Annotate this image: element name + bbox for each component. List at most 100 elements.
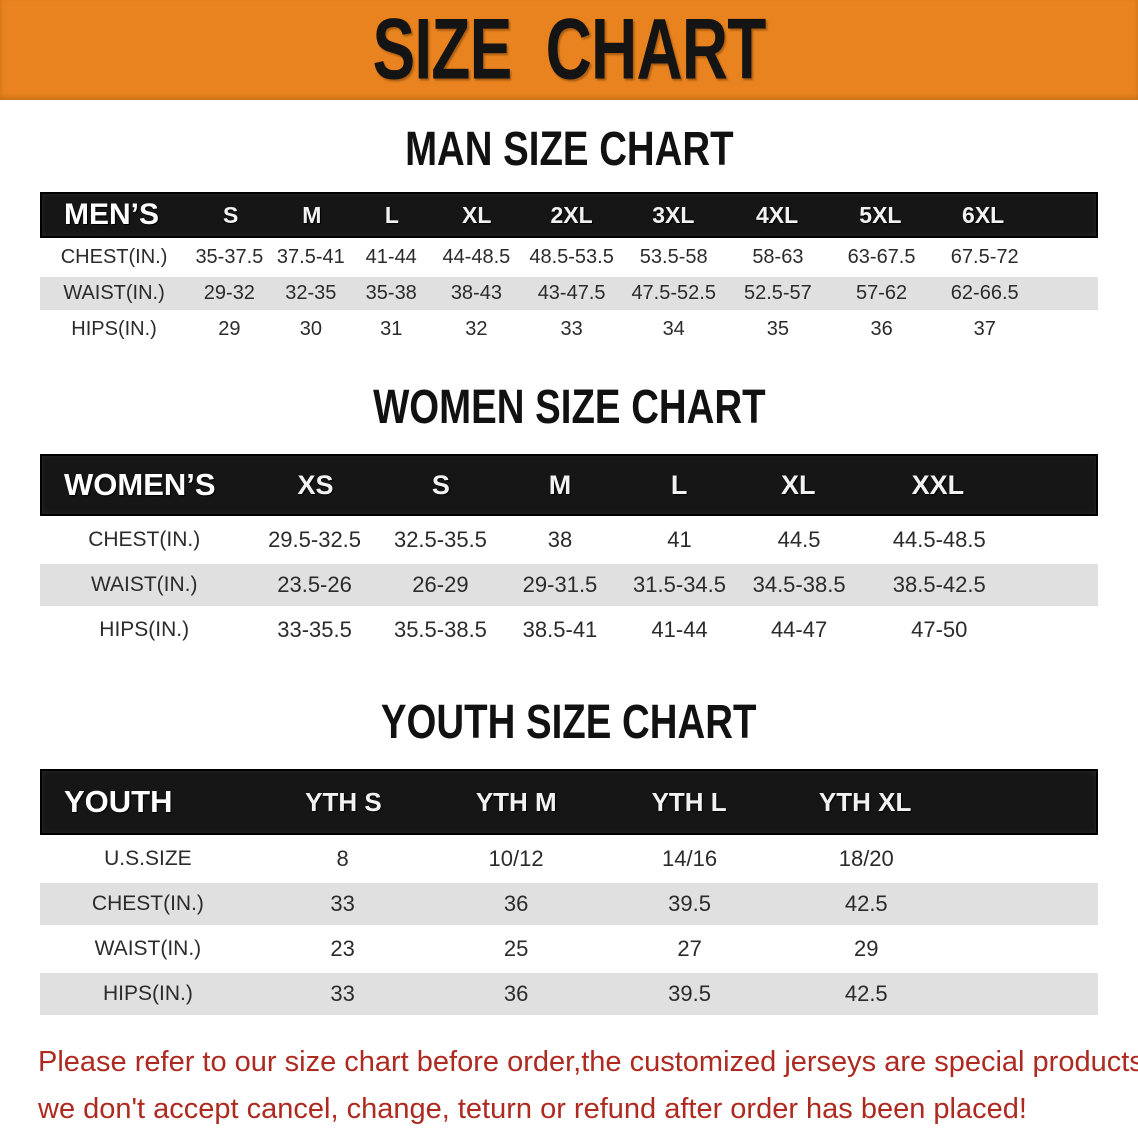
- size-value: 14/16: [662, 846, 718, 871]
- column-header: YTH M: [475, 786, 557, 817]
- youth-size-table: YOUTH YTH S YTH M YTH L YTH XL U.S.SIZE 8 10/12…: [40, 769, 1098, 1015]
- row-label: HIPS(IN.): [71, 318, 157, 340]
- column-header: 4XL: [756, 201, 799, 228]
- table-row: WAIST(IN.) 23 25 27 29: [40, 928, 1098, 970]
- size-value: 57-62: [856, 282, 908, 304]
- size-value: 8: [336, 846, 349, 871]
- men-size-table: MEN’S S M L XL 2XL 3XL 4XL 5XL 6XL CHEST(IN.) 35-37…: [40, 192, 1098, 346]
- column-header: M: [302, 201, 322, 228]
- size-value: 47-50: [911, 617, 968, 642]
- table-row: WAIST(IN.) 29-32 32-35 35-38 38-43 43-47.5 47.…: [40, 277, 1098, 310]
- column-header: YTH S: [305, 786, 382, 817]
- size-value: 38: [547, 527, 573, 552]
- size-value: 33: [330, 981, 355, 1006]
- order-notice: Please refer to our size chart before or…: [38, 1039, 1138, 1132]
- size-value: 44.5-48.5: [892, 527, 986, 552]
- column-header: 3XL: [652, 201, 695, 228]
- women-size-table: WOMEN’S XS S M L XL XXL CHEST(IN.) 29.5-32.5 32.5…: [40, 454, 1098, 651]
- size-value: 32: [465, 318, 488, 340]
- size-value: 67.5-72: [950, 246, 1019, 268]
- table-row: WAIST(IN.) 23.5-26 26-29 29-31.5 31.5-34.5 34…: [40, 564, 1098, 606]
- size-value: 27: [677, 936, 702, 961]
- table-header-row: WOMEN’S XS S M L XL XXL: [40, 454, 1098, 516]
- table-row: CHEST(IN.) 33 36 39.5 42.5: [40, 883, 1098, 925]
- size-value: 42.5: [844, 891, 888, 916]
- table-row: CHEST(IN.) 29.5-32.5 32.5-35.5 38 41 44.5 44.5…: [40, 519, 1098, 561]
- size-value: 41-44: [651, 617, 708, 642]
- column-header: YTH L: [651, 786, 727, 817]
- size-value: 33: [330, 891, 355, 916]
- size-value: 10/12: [488, 846, 544, 871]
- row-label: HIPS(IN.): [102, 982, 193, 1005]
- size-value: 63-67.5: [847, 246, 916, 268]
- size-value: 62-66.5: [950, 282, 1019, 304]
- size-value: 44.5: [777, 527, 821, 552]
- column-header: M: [548, 469, 572, 500]
- column-header: 2XL: [550, 201, 593, 228]
- table-row: HIPS(IN.) 33-35.5 35.5-38.5 38.5-41 41-44 44-…: [40, 609, 1098, 651]
- size-value: 33-35.5: [277, 617, 352, 642]
- size-value: 25: [503, 936, 529, 961]
- size-value: 35.5-38.5: [393, 617, 487, 642]
- table-header-row: YOUTH YTH S YTH M YTH L YTH XL: [40, 769, 1098, 835]
- column-header: XL: [462, 201, 492, 228]
- size-value: 42.5: [844, 981, 888, 1006]
- size-value: 39.5: [668, 981, 711, 1006]
- size-value: 26-29: [412, 572, 469, 597]
- size-value: 29: [854, 936, 879, 961]
- size-value: 39.5: [668, 891, 711, 916]
- column-header: S: [222, 201, 239, 228]
- column-header: S: [431, 469, 450, 500]
- column-header: 5XL: [859, 201, 902, 228]
- row-label: U.S.SIZE: [104, 847, 192, 870]
- size-value: 41-44: [365, 246, 417, 268]
- size-value: 44-48.5: [442, 246, 511, 268]
- table-header-label: WOMEN’S: [64, 467, 216, 502]
- row-label: WAIST(IN.): [90, 573, 198, 596]
- size-value: 33: [560, 318, 583, 340]
- column-header: YTH XL: [818, 786, 912, 817]
- table-header-label: MEN’S: [64, 198, 160, 231]
- size-value: 53.5-58: [639, 246, 708, 268]
- banner-title: SIZE CHART: [372, 1, 766, 98]
- column-header: XXL: [911, 469, 965, 500]
- size-value: 35-37.5: [195, 246, 264, 268]
- size-value: 29.5-32.5: [268, 527, 362, 552]
- size-value: 48.5-53.5: [529, 246, 614, 268]
- size-value: 43-47.5: [537, 282, 606, 304]
- table-header-label: YOUTH: [64, 784, 173, 819]
- size-value: 44-47: [770, 617, 828, 642]
- table-row: HIPS(IN.) 33 36 39.5 42.5: [40, 973, 1098, 1015]
- table-header-row: MEN’S S M L XL 2XL 3XL 4XL 5XL 6XL: [40, 192, 1098, 238]
- size-value: 29: [218, 318, 241, 340]
- size-value: 32.5-35.5: [393, 527, 487, 552]
- column-header: 6XL: [962, 201, 1005, 228]
- size-value: 52.5-57: [743, 282, 812, 304]
- size-value: 23: [330, 936, 355, 961]
- size-value: 58-63: [752, 246, 804, 268]
- row-label: WAIST(IN.): [63, 282, 165, 304]
- size-value: 32-35: [285, 282, 337, 304]
- size-value: 36: [503, 891, 529, 916]
- row-label: HIPS(IN.): [99, 618, 190, 641]
- size-value: 34.5-38.5: [752, 572, 846, 597]
- size-value: 30: [299, 318, 322, 340]
- women-section-title: WOMEN SIZE CHART: [372, 381, 766, 434]
- row-label: CHEST(IN.): [88, 528, 201, 551]
- order-notice-line1: Please refer to our size chart before or…: [38, 1046, 1138, 1078]
- size-value: 38-43: [450, 282, 502, 304]
- size-value: 38.5-42.5: [892, 572, 986, 597]
- size-value: 37: [973, 318, 996, 340]
- size-value: 31.5-34.5: [633, 572, 727, 597]
- column-header: L: [670, 469, 688, 500]
- size-value: 36: [870, 318, 893, 340]
- row-label: WAIST(IN.): [94, 937, 202, 960]
- size-chart-banner: SIZE CHART: [0, 0, 1138, 100]
- size-value: 47.5-52.5: [631, 282, 716, 304]
- size-value: 23.5-26: [277, 572, 352, 597]
- row-label: CHEST(IN.): [91, 892, 204, 915]
- row-label: CHEST(IN.): [60, 246, 168, 268]
- size-value: 29-31.5: [522, 572, 598, 597]
- size-value: 38.5-41: [522, 617, 598, 642]
- youth-section-title: YOUTH SIZE CHART: [381, 696, 757, 749]
